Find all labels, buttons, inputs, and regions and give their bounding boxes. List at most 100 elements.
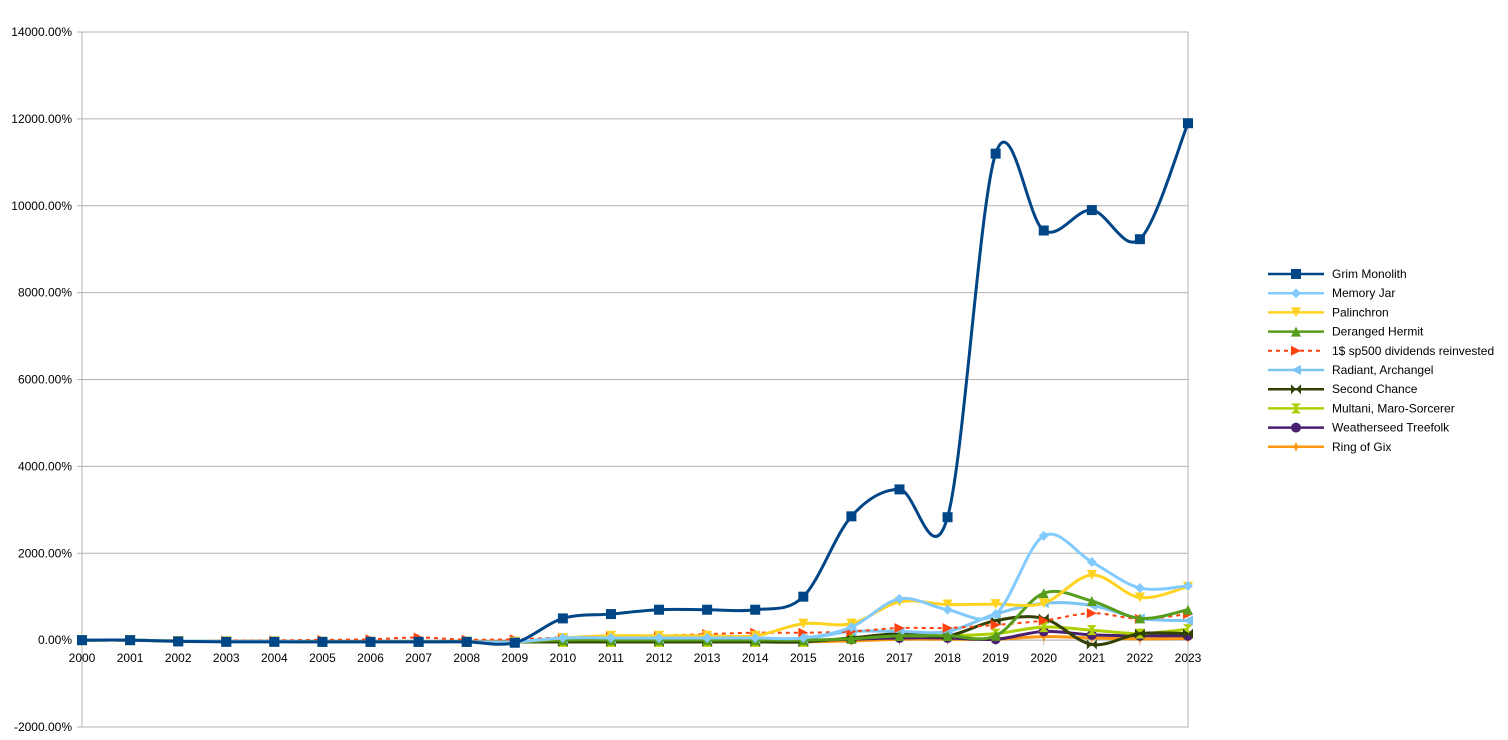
data-point	[509, 637, 520, 648]
legend-item-grim-monolith: Grim Monolith	[1268, 267, 1407, 281]
y-tick-label: 0.00%	[38, 633, 72, 647]
x-tick-label: 2014	[742, 651, 769, 665]
x-tick-label: 2023	[1175, 651, 1202, 665]
data-point	[846, 511, 857, 522]
data-point	[798, 627, 809, 638]
data-point	[894, 622, 905, 633]
x-tick-label: 2007	[405, 651, 432, 665]
data-point	[990, 148, 1001, 159]
legend-label: Second Chance	[1332, 382, 1418, 396]
data-point	[654, 604, 665, 615]
data-point	[605, 632, 616, 643]
data-point	[221, 636, 232, 647]
data-point	[125, 635, 136, 646]
data-point	[1038, 631, 1049, 642]
legend-item-weatherseed-treefolk: Weatherseed Treefolk	[1268, 421, 1450, 435]
legend-item-palinchron: Palinchron	[1268, 305, 1389, 319]
legend-label: Radiant, Archangel	[1332, 363, 1433, 377]
data-point	[1038, 598, 1049, 609]
x-tick-label: 2009	[501, 651, 528, 665]
data-point	[1183, 118, 1193, 129]
data-point	[942, 599, 953, 610]
data-point	[1038, 588, 1049, 599]
legend-marker	[1291, 307, 1301, 318]
legend-marker	[1291, 269, 1301, 279]
y-tick-label: -2000.00%	[14, 720, 72, 734]
x-tick-label: 2001	[117, 651, 144, 665]
data-point	[557, 613, 568, 624]
data-point	[1038, 615, 1049, 626]
data-point	[1038, 530, 1049, 541]
data-point	[557, 632, 568, 643]
legend-label: Memory Jar	[1332, 286, 1395, 300]
data-point	[798, 591, 809, 602]
data-point	[413, 636, 424, 647]
data-point	[1086, 596, 1097, 607]
data-point	[990, 619, 1001, 630]
data-point	[269, 636, 280, 647]
y-tick-label: 4000.00%	[18, 459, 72, 473]
data-point	[798, 632, 809, 643]
data-point	[1038, 225, 1049, 236]
series-grim-monolith	[77, 118, 1193, 648]
legend-label: Ring of Gix	[1332, 440, 1391, 454]
legend: Grim Monolith Memory Jar Palinchron Derange…	[1268, 267, 1494, 454]
data-point	[173, 636, 184, 647]
legend-item-radiant-archangel: Radiant, Archangel	[1268, 363, 1433, 377]
data-point	[894, 593, 905, 604]
x-tick-label: 2017	[886, 651, 913, 665]
x-tick-label: 2012	[646, 651, 673, 665]
x-tick-label: 2005	[309, 651, 336, 665]
data-point	[1134, 613, 1145, 624]
data-point	[1183, 628, 1193, 639]
data-point	[1134, 592, 1145, 603]
data-point	[942, 604, 953, 615]
data-point	[1086, 205, 1097, 216]
data-point	[1134, 234, 1145, 245]
legend-item-ring-of-gix: Ring of Gix	[1268, 440, 1391, 454]
x-tick-label: 2019	[982, 651, 1009, 665]
data-point	[1086, 608, 1097, 619]
x-tick-label: 2002	[165, 651, 192, 665]
legend-marker	[1291, 326, 1301, 337]
data-point	[365, 636, 376, 647]
data-point	[990, 630, 1001, 641]
data-point	[750, 632, 761, 643]
data-point	[1038, 622, 1049, 633]
series-layer	[77, 118, 1193, 650]
data-point	[1183, 580, 1193, 591]
x-tick-label: 2011	[598, 651, 624, 665]
y-tick-label: 14000.00%	[11, 25, 72, 39]
x-tick-label: 2008	[453, 651, 480, 665]
legend-item-1-sp500-dividends-reinvested: 1$ sp500 dividends reinvested	[1268, 344, 1494, 358]
data-point	[1183, 615, 1193, 626]
y-tick-label: 6000.00%	[18, 373, 72, 387]
data-point	[894, 630, 905, 641]
data-point	[605, 609, 616, 620]
data-point	[1086, 556, 1097, 567]
data-point	[702, 632, 713, 643]
data-point	[990, 609, 1001, 620]
data-point	[942, 622, 953, 633]
x-tick-label: 2003	[213, 651, 240, 665]
legend-item-second-chance: Second Chance	[1268, 382, 1418, 396]
legend-label: Multani, Maro-Sorcerer	[1332, 401, 1455, 415]
legend-label: Weatherseed Treefolk	[1332, 421, 1450, 435]
x-tick-label: 2016	[838, 651, 865, 665]
data-point	[317, 636, 328, 647]
legend-label: Deranged Hermit	[1332, 325, 1424, 339]
data-point	[1134, 583, 1145, 593]
legend-label: 1$ sp500 dividends reinvested	[1332, 344, 1494, 358]
x-tick-label: 2022	[1127, 651, 1154, 665]
legend-marker	[1291, 384, 1301, 395]
y-tick-label: 10000.00%	[11, 199, 72, 213]
x-tick-label: 2010	[550, 651, 577, 665]
data-point	[942, 630, 953, 641]
x-tick-label: 2006	[357, 651, 384, 665]
data-point	[1086, 569, 1097, 580]
legend-marker	[1291, 288, 1301, 299]
x-tick-label: 2020	[1030, 651, 1057, 665]
x-tick-label: 2021	[1078, 651, 1105, 665]
x-tick-label: 2000	[69, 651, 96, 665]
x-tick-label: 2018	[934, 651, 961, 665]
